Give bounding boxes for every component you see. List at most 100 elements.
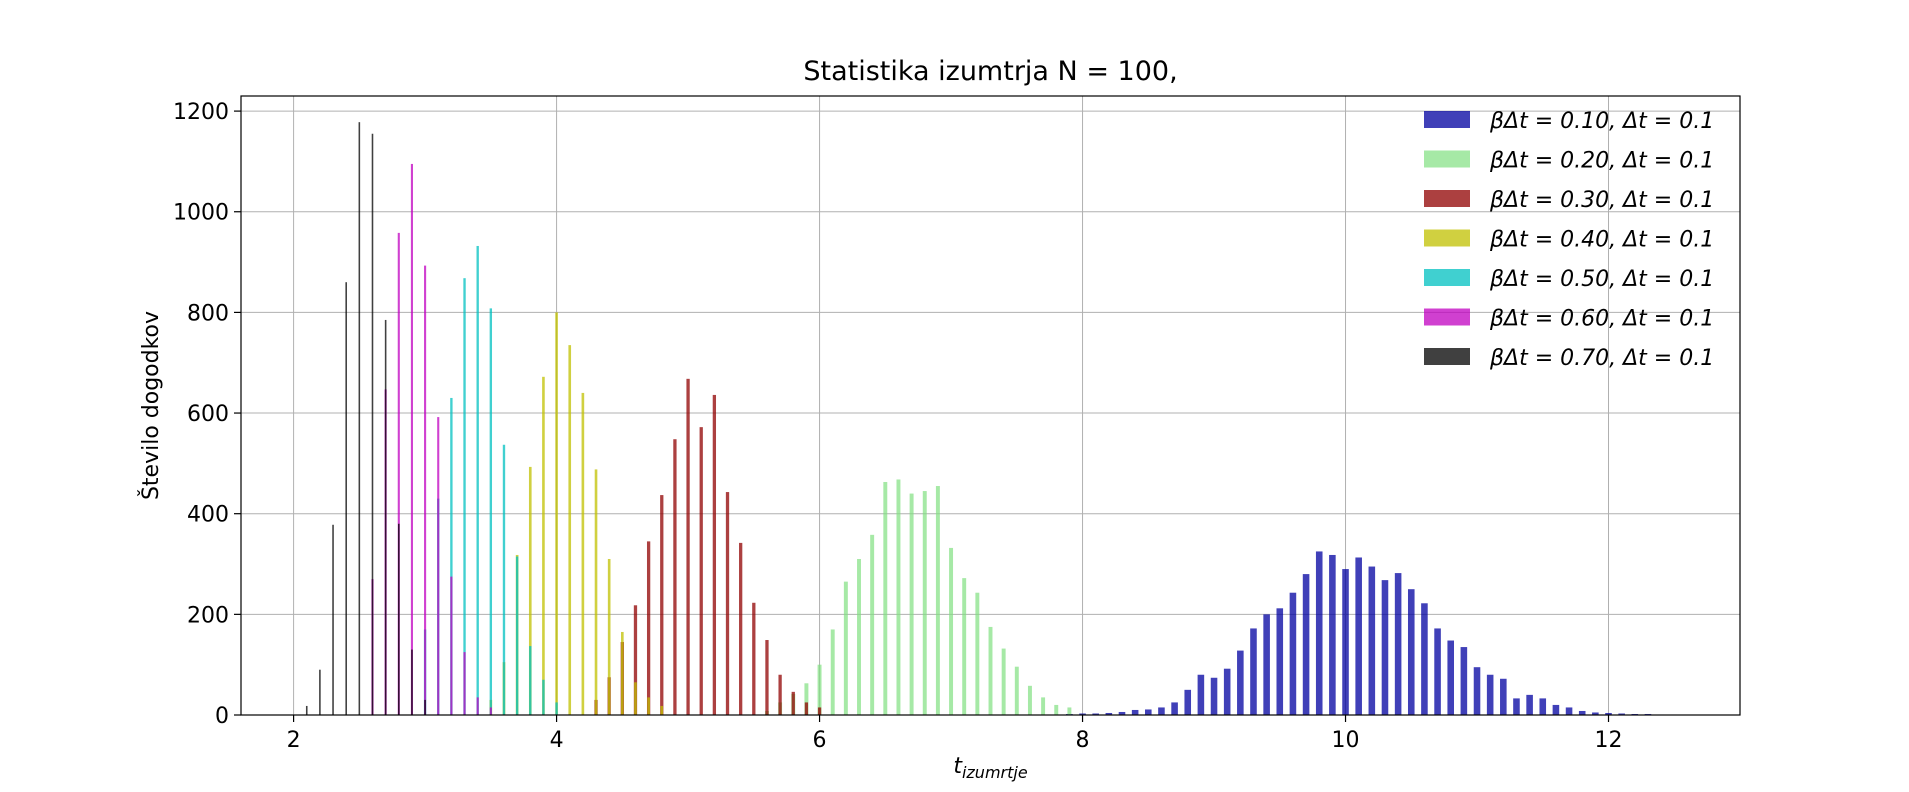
bar bbox=[1618, 713, 1625, 715]
bar bbox=[319, 669, 321, 715]
bar bbox=[660, 705, 664, 715]
bar bbox=[1054, 704, 1059, 715]
bar bbox=[332, 524, 334, 715]
bar-series bbox=[594, 378, 822, 715]
bar bbox=[1329, 554, 1336, 715]
bar bbox=[1368, 566, 1376, 715]
bar bbox=[371, 133, 374, 715]
bar bbox=[1315, 551, 1323, 715]
bar bbox=[896, 479, 901, 715]
legend-item: βΔt = 0.60, Δt = 0.1 bbox=[1424, 307, 1714, 332]
bar bbox=[1605, 712, 1612, 715]
bar bbox=[1131, 709, 1139, 715]
bar bbox=[463, 278, 466, 715]
bar bbox=[804, 702, 809, 715]
bar bbox=[791, 691, 795, 715]
bar bbox=[410, 163, 413, 715]
bar bbox=[397, 232, 400, 715]
bar bbox=[502, 444, 506, 715]
bar bbox=[1171, 702, 1178, 715]
bar bbox=[1001, 648, 1006, 715]
bar bbox=[1105, 712, 1113, 715]
bar bbox=[1250, 628, 1257, 715]
bar bbox=[345, 282, 347, 715]
bar-series bbox=[1052, 551, 1678, 715]
bar bbox=[555, 312, 558, 715]
bar bbox=[607, 558, 611, 715]
bar bbox=[515, 556, 519, 715]
x-tick-label: 2 bbox=[287, 728, 301, 753]
bar bbox=[1460, 647, 1468, 715]
bar bbox=[752, 602, 756, 715]
bar bbox=[555, 702, 558, 715]
bar bbox=[542, 376, 545, 715]
legend-item: βΔt = 0.10, Δt = 0.1 bbox=[1424, 109, 1714, 134]
bar bbox=[830, 629, 835, 715]
legend-item: βΔt = 0.50, Δt = 0.1 bbox=[1424, 267, 1714, 292]
bar bbox=[1067, 707, 1072, 715]
bar bbox=[1302, 574, 1310, 715]
bar bbox=[1565, 707, 1573, 715]
bar bbox=[712, 394, 717, 715]
legend-swatch bbox=[1424, 190, 1470, 207]
bar bbox=[686, 378, 690, 715]
bar bbox=[804, 683, 809, 715]
bar bbox=[922, 491, 927, 715]
y-tick-label: 1000 bbox=[173, 201, 229, 226]
bar bbox=[305, 705, 308, 715]
legend-label: βΔt = 0.20, Δt = 0.1 bbox=[1489, 149, 1714, 174]
y-tick-label: 200 bbox=[187, 603, 229, 628]
legend-item: βΔt = 0.30, Δt = 0.1 bbox=[1424, 188, 1714, 213]
bar bbox=[1289, 592, 1297, 715]
bar bbox=[1578, 710, 1586, 715]
bar bbox=[988, 626, 993, 715]
y-tick-label: 400 bbox=[187, 503, 229, 528]
y-tick-label: 800 bbox=[187, 301, 229, 326]
bar bbox=[1145, 709, 1152, 715]
bar bbox=[778, 674, 782, 715]
bar-series bbox=[423, 245, 558, 715]
bar bbox=[1381, 580, 1389, 715]
x-tick-label: 6 bbox=[813, 728, 827, 753]
legend-item: βΔt = 0.20, Δt = 0.1 bbox=[1424, 149, 1714, 174]
x-axis-label: tizumrtje bbox=[953, 754, 1028, 782]
bar bbox=[384, 319, 387, 715]
y-tick-label: 1200 bbox=[173, 100, 229, 125]
bar bbox=[817, 707, 822, 715]
bar bbox=[633, 605, 638, 715]
ticks: 2 4 6 8 10 12 0 200 400 600 800 1000 1200 bbox=[173, 100, 1623, 753]
bar-series bbox=[305, 122, 426, 715]
bar bbox=[1092, 713, 1099, 715]
x-axis-label-sub: izumrtje bbox=[962, 763, 1028, 782]
bar bbox=[843, 581, 848, 715]
bar bbox=[909, 493, 914, 715]
y-tick-label: 600 bbox=[187, 402, 229, 427]
bar bbox=[476, 245, 479, 715]
bar-series bbox=[764, 479, 1072, 715]
bar bbox=[975, 592, 980, 715]
bar bbox=[1592, 712, 1599, 715]
bar bbox=[817, 664, 822, 715]
bar bbox=[1407, 589, 1415, 715]
legend-swatch bbox=[1424, 308, 1470, 326]
bar bbox=[1223, 668, 1231, 715]
bar bbox=[1355, 557, 1362, 715]
bar bbox=[621, 631, 624, 715]
bar bbox=[1263, 614, 1270, 715]
bar bbox=[673, 439, 677, 715]
bar bbox=[1041, 697, 1046, 715]
bar bbox=[870, 534, 875, 715]
bars bbox=[305, 122, 1678, 715]
bar bbox=[398, 523, 400, 715]
legend-swatch bbox=[1424, 150, 1470, 168]
bar bbox=[634, 682, 637, 715]
bar bbox=[1421, 603, 1428, 715]
bar bbox=[489, 308, 493, 715]
bar bbox=[437, 417, 440, 715]
bar bbox=[568, 345, 572, 715]
chart-title: Statistika izumtrja N = 100, bbox=[803, 56, 1177, 87]
bar bbox=[594, 469, 598, 715]
bar bbox=[450, 576, 453, 715]
bar bbox=[660, 495, 664, 715]
